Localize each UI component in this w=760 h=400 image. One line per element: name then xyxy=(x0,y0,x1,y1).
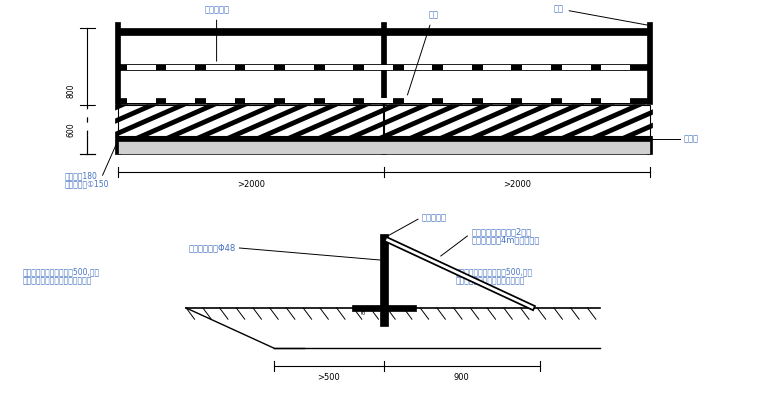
Bar xyxy=(601,65,630,70)
Bar xyxy=(351,305,416,311)
Bar xyxy=(364,98,393,103)
Text: 法打入则以钢筋桩的形式打入固定: 法打入则以钢筋桩的形式打入固定 xyxy=(456,276,525,285)
Polygon shape xyxy=(361,105,451,136)
Polygon shape xyxy=(209,105,299,136)
Polygon shape xyxy=(513,105,603,136)
Polygon shape xyxy=(87,105,177,136)
Bar xyxy=(522,65,551,70)
Bar xyxy=(166,98,195,103)
Polygon shape xyxy=(756,105,760,136)
Bar xyxy=(325,65,353,70)
Polygon shape xyxy=(118,105,207,136)
Polygon shape xyxy=(148,105,238,136)
Text: 扫地杆: 扫地杆 xyxy=(684,134,699,143)
Polygon shape xyxy=(391,105,481,136)
Polygon shape xyxy=(483,105,572,136)
Bar xyxy=(382,22,387,154)
Text: >500: >500 xyxy=(318,373,340,382)
Bar xyxy=(118,136,650,141)
Text: 打入土层深度要求不小于500,若无: 打入土层深度要求不小于500,若无 xyxy=(23,268,100,276)
Bar xyxy=(127,65,156,70)
Polygon shape xyxy=(665,105,755,136)
Polygon shape xyxy=(331,105,420,136)
Polygon shape xyxy=(422,105,511,136)
Polygon shape xyxy=(239,105,329,136)
Bar xyxy=(601,98,630,103)
Polygon shape xyxy=(27,105,116,136)
Text: >2000: >2000 xyxy=(237,180,264,188)
Text: 踢脚板高180: 踢脚板高180 xyxy=(65,172,97,180)
Bar xyxy=(364,65,393,70)
Bar xyxy=(483,98,511,103)
Bar xyxy=(443,98,472,103)
Text: >2000: >2000 xyxy=(503,180,530,188)
Bar xyxy=(562,98,591,103)
Bar xyxy=(325,98,353,103)
Polygon shape xyxy=(543,105,633,136)
Text: 红白漆相间: 红白漆相间 xyxy=(204,6,229,61)
Bar xyxy=(443,65,472,70)
Bar xyxy=(118,105,650,136)
Polygon shape xyxy=(179,105,268,136)
Text: 钢管直径均为Φ48: 钢管直径均为Φ48 xyxy=(188,244,236,252)
Bar xyxy=(404,98,432,103)
Text: 900: 900 xyxy=(454,373,470,382)
Bar xyxy=(116,22,120,154)
Bar xyxy=(562,65,591,70)
Polygon shape xyxy=(452,105,542,136)
Polygon shape xyxy=(726,105,760,136)
Bar xyxy=(118,98,650,104)
Polygon shape xyxy=(300,105,390,136)
Text: 立杆: 立杆 xyxy=(553,4,650,26)
Bar xyxy=(404,65,432,70)
Text: 80: 80 xyxy=(361,306,366,314)
Bar xyxy=(127,98,156,103)
Text: 法打入则以钢筋桩的形式打入固定: 法打入则以钢筋桩的形式打入固定 xyxy=(23,276,92,285)
Text: 打入土层深度要求不小于500,若无: 打入土层深度要求不小于500,若无 xyxy=(456,268,533,276)
Bar xyxy=(118,105,650,136)
Bar xyxy=(522,98,551,103)
Bar xyxy=(483,65,511,70)
Polygon shape xyxy=(57,105,147,136)
Bar xyxy=(118,141,650,154)
Bar xyxy=(380,234,388,326)
Bar xyxy=(245,65,274,70)
Bar xyxy=(647,22,652,154)
Polygon shape xyxy=(635,105,724,136)
Text: 红白漆相同: 红白漆相同 xyxy=(422,214,447,222)
Bar xyxy=(166,65,195,70)
Polygon shape xyxy=(270,105,359,136)
Text: 800: 800 xyxy=(67,84,76,98)
Polygon shape xyxy=(574,105,663,136)
Bar xyxy=(118,28,650,35)
Bar xyxy=(285,98,314,103)
Bar xyxy=(206,98,235,103)
Text: 600: 600 xyxy=(67,122,76,137)
Text: 斜撑（每边至少设置2道，: 斜撑（每边至少设置2道， xyxy=(471,228,531,236)
Bar xyxy=(245,98,274,103)
Text: 栏杆: 栏杆 xyxy=(407,11,439,95)
Polygon shape xyxy=(604,105,694,136)
Bar xyxy=(285,65,314,70)
Polygon shape xyxy=(695,105,760,136)
Text: 红白漆相间①150: 红白漆相间①150 xyxy=(65,180,109,188)
Bar xyxy=(118,64,650,70)
Bar xyxy=(206,65,235,70)
Text: 长度较长时每4m设置一道）: 长度较长时每4m设置一道） xyxy=(471,236,540,244)
